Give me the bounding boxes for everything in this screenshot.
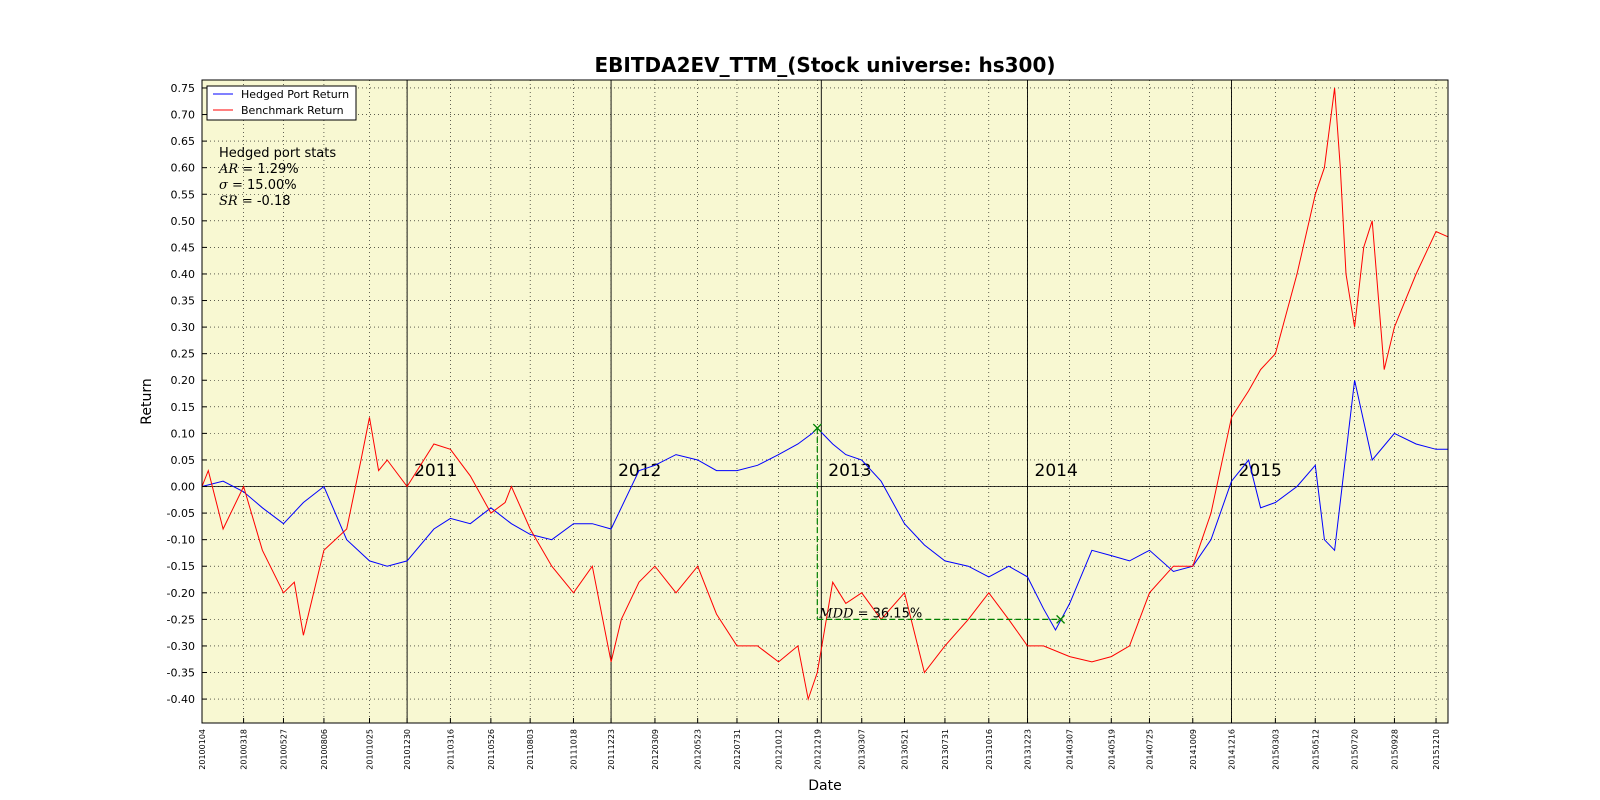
y-tick-label: 0.75 [171,82,196,95]
stats-value: 15.00% [247,178,297,193]
y-tick-label: -0.15 [167,560,195,573]
x-tick-label: 20111018 [569,729,578,770]
y-tick-label: -0.30 [167,640,195,653]
mdd-value: 36.15% [873,606,923,621]
year-label: 2014 [1035,461,1078,481]
y-tick-label: 0.05 [171,454,196,467]
year-dividers: 2011 2012 2013 2014 2015 [406,80,1282,723]
x-tick-label: 20150928 [1390,729,1399,770]
y-tick-label: 0.20 [171,374,196,387]
y-tick-label: 0.15 [171,401,196,414]
stats-value: 1.29% [257,162,298,177]
y-axis: 0.75 0.70 0.65 0.60 0.55 0.50 0.45 0.40 0.35 0.30… [167,82,207,706]
x-tick-label: 20150720 [1351,729,1360,770]
x-tick-label: 20130731 [941,729,950,770]
x-tick-label: 20100527 [279,729,288,770]
x-tick-label: 20111223 [607,729,616,770]
y-tick-label: -0.40 [167,693,195,706]
x-tick-label: 20101025 [366,729,375,770]
y-tick-label: 0.10 [171,427,196,440]
y-tick-label: -0.25 [167,613,195,626]
x-tick-label: 20120731 [733,729,742,770]
legend: Hedged Port Return Benchmark Return [206,85,357,121]
mdd-annotation: MDD = 36.15% [812,423,1066,624]
legend-label: Benchmark Return [241,104,344,117]
x-tick-label: 20120309 [651,729,660,770]
plot-frame [201,79,1449,724]
chart-title: EBITDA2EV_TTM_(Stock universe: hs300) [595,53,1056,77]
x-tick-label: 20100104 [198,729,207,770]
x-tick-label: 20131016 [985,729,994,770]
x-axis: 20100104 20100318 20100527 20100806 20101025… [198,718,1441,770]
mdd-marker [812,423,822,433]
legend-box [206,85,357,121]
x-tick-label: 20140519 [1107,729,1116,770]
stats-symbol: AR = [218,162,257,177]
series-line [201,380,1448,632]
x-tick-label: 20141009 [1189,729,1198,770]
legend-label: Hedged Port Return [241,88,349,101]
stats-line: SR = -0.18 [219,194,291,209]
mdd-label: MDD = 36.15% [818,606,922,621]
x-tick-label: 20120523 [694,729,703,770]
year-label: 2013 [828,461,871,481]
plot-area [202,80,1448,723]
series-lines [201,87,1449,702]
x-tick-label: 20130521 [900,729,909,770]
y-tick-label: 0.45 [171,241,196,254]
y-tick-label: -0.20 [167,587,195,600]
y-tick-label: -0.10 [167,534,195,547]
stats-line: σ = 15.00% [219,178,297,193]
year-label: 2015 [1239,461,1282,481]
x-tick-label: 20100318 [240,729,249,770]
y-tick-label: 0.50 [171,215,196,228]
x-tick-label: 20150303 [1271,729,1280,770]
x-tick-label: 20100806 [320,729,329,770]
x-axis-label: Date [808,778,841,794]
y-tick-label: -0.35 [167,667,195,680]
year-label: 2012 [618,461,661,481]
y-tick-label: 0.25 [171,348,196,361]
mdd-marker [1056,614,1066,624]
x-tick-label: 20121012 [775,729,784,770]
y-tick-label: 0.70 [171,109,196,122]
mdd-symbol: MDD = [818,606,872,621]
x-tick-label: 20121219 [813,729,822,770]
stats-line: AR = 1.29% [218,162,299,177]
stats-symbol: σ = [219,178,247,193]
year-label: 2011 [414,461,457,481]
x-tick-label: 20110803 [526,729,535,770]
grid-lines [201,80,1448,723]
x-tick-label: 20110526 [487,729,496,770]
x-tick-label: 20101230 [403,729,412,770]
x-tick-label: 20140307 [1066,729,1075,770]
y-tick-label: 0.60 [171,162,196,175]
stats-symbol: SR = [219,194,257,209]
series-line [201,87,1449,702]
x-tick-label: 20151210 [1432,729,1441,770]
y-axis-label: Return [139,378,155,424]
x-tick-label: 20141216 [1228,729,1237,770]
y-tick-label: 0.35 [171,295,196,308]
y-tick-label: 0.65 [171,135,196,148]
x-tick-label: 20140725 [1145,729,1154,770]
x-tick-label: 20131223 [1024,729,1033,770]
y-tick-label: 0.30 [171,321,196,334]
stats-heading: Hedged port stats [219,146,336,161]
x-tick-label: 20150512 [1311,729,1320,770]
y-tick-label: 0.00 [171,481,196,494]
y-tick-label: 0.40 [171,268,196,281]
y-tick-label: 0.55 [171,188,196,201]
stats-value: -0.18 [257,194,291,209]
y-tick-label: -0.05 [167,507,195,520]
x-tick-label: 20130307 [858,729,867,770]
x-tick-label: 20110316 [446,729,455,770]
